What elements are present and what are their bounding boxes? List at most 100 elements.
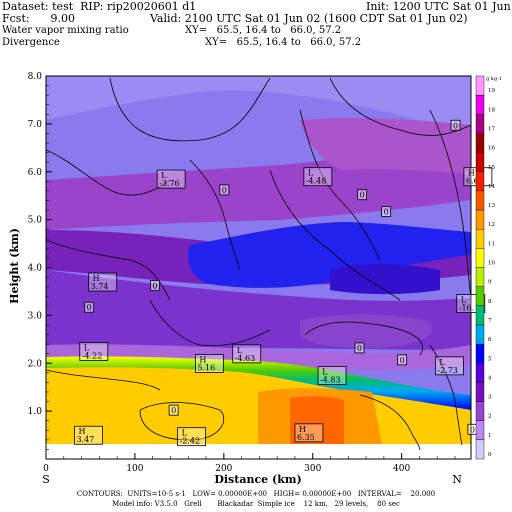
colorbar-level: 6	[488, 337, 492, 343]
extremum-kind: H	[78, 427, 85, 436]
extremum-label: H3.47	[74, 425, 103, 445]
colorbar-swatch	[475, 133, 485, 153]
init-label: Init: 1200 UTC Sat 01 Jun 02	[366, 0, 512, 13]
moisture-field	[46, 76, 471, 459]
extremum-value: -16.	[459, 304, 474, 313]
field1-label: Water vapor mixing ratio	[2, 25, 129, 36]
extremum-kind: L	[182, 429, 188, 438]
divergence-contours	[46, 77, 471, 451]
colorbar-swatch	[475, 190, 485, 211]
zero-label: 0	[150, 280, 160, 292]
colorbar-swatch	[475, 171, 485, 192]
extremum-box	[435, 356, 464, 376]
x-tick-label: 0	[43, 464, 49, 474]
colorbar-swatch	[475, 343, 485, 364]
extremum-box	[232, 344, 262, 364]
extremum-kind: L	[461, 296, 467, 305]
valid-label: Valid: 2100 UTC Sat 01 Jun 02 (1600 CDT …	[150, 12, 468, 25]
extremum-box	[156, 169, 186, 189]
zero-label: 0	[450, 119, 461, 131]
colorbar-level: 2	[488, 414, 492, 420]
extremum-label: L-4.22	[79, 342, 109, 361]
x-tick-label: 300	[304, 464, 321, 474]
y-tick-label: 6.0	[28, 168, 43, 178]
extremum-value: -4.63	[235, 354, 256, 363]
extrema-labels: L-3.76L-4.48H6.6H3.74L-16.L-4.22L-4.63H5…	[74, 167, 493, 447]
colorbar-level: 14	[488, 184, 495, 190]
colorbar-level: 5	[488, 356, 492, 362]
colorbar-level: 13	[488, 203, 495, 209]
x-tick-label: 400	[393, 464, 410, 474]
south-end-label: S	[42, 473, 50, 486]
colorbar-level: 11	[488, 241, 495, 247]
zero-label-box	[397, 354, 408, 366]
extremum-value: 5.16	[197, 363, 215, 372]
colorbar-level: 16	[488, 146, 495, 152]
fcst-label: Fcst: 9.00	[2, 12, 76, 25]
zero-label-box	[150, 280, 160, 292]
extremum-value: 3.74	[91, 282, 109, 291]
y-tick-label: 2.0	[28, 359, 43, 369]
colorbar-swatch	[475, 228, 485, 249]
colorbar-swatch	[475, 382, 485, 402]
colorbar-level: 4	[488, 375, 492, 381]
extremum-label: H5.16	[194, 354, 224, 373]
zero-label-text: 0	[453, 121, 458, 130]
colorbar-level: 9	[488, 280, 492, 286]
xy1-label: XY= 65.5, 16.4 to 66.0, 57.2	[185, 25, 342, 36]
colorbar-swatch	[475, 439, 485, 460]
x-tick-label: 100	[126, 464, 143, 474]
colorbar-swatch	[475, 209, 485, 230]
extremum-label: L-2.73	[435, 356, 464, 376]
colorbar-swatch	[475, 114, 485, 134]
colorbar-swatch	[475, 152, 485, 172]
zero-label-text: 0	[360, 191, 365, 200]
colorbar-swatch	[475, 401, 485, 421]
zero-contour-labels: 0 0 0 0 0 0 0 0 0 0	[84, 119, 478, 435]
extremum-label: L-4.63	[232, 344, 262, 364]
extremum-kind: L	[84, 343, 90, 352]
extremum-box	[194, 354, 224, 373]
extremum-value: -3.76	[159, 179, 180, 188]
colorbar-swatch	[475, 420, 485, 441]
zero-label-box	[84, 301, 95, 313]
zero-label-box	[381, 206, 392, 217]
extremum-box	[79, 342, 109, 361]
zero-label: 0	[219, 184, 230, 196]
colorbar-swatch	[475, 363, 485, 383]
extremum-kind: L	[237, 346, 243, 355]
colorbar-level: 19	[488, 88, 495, 94]
extremum-kind: L	[439, 358, 445, 367]
extremum-label: H3.74	[88, 272, 118, 292]
colorbar-level: 7	[488, 318, 492, 324]
extremum-kind: H	[468, 169, 475, 178]
colorbar-level: 18	[488, 107, 495, 113]
zero-label: 0	[357, 189, 368, 201]
colorbar-swatch	[475, 324, 485, 345]
zero-label-text: 0	[400, 356, 405, 365]
zero-label-text: 0	[357, 344, 362, 353]
field2-label: Divergence	[2, 37, 60, 48]
zero-label: 0	[397, 354, 408, 366]
y-tick-label: 4.0	[28, 264, 43, 274]
north-end-label: N	[452, 473, 462, 486]
colorbar-level: 10	[488, 261, 495, 267]
extremum-label: H6.35	[294, 423, 324, 443]
colorbar-level: 12	[488, 222, 495, 228]
colorbar-swatch	[475, 94, 485, 115]
zero-label-box	[168, 404, 179, 416]
zero-label: 0	[381, 206, 392, 217]
colorbar-level: 8	[488, 299, 492, 305]
extremum-value: 6.6	[466, 177, 479, 186]
extremum-box	[88, 272, 118, 292]
colorbar-unit: g kg-1	[486, 76, 502, 82]
extremum-label: L-4.48	[303, 167, 333, 187]
footer-model-info: Model info: V3.5.0 Grell Blackadar Simpl…	[112, 500, 400, 508]
y-tick-label: 5.0	[28, 216, 43, 226]
extremum-kind: L	[322, 367, 328, 376]
y-tick-label: 3.0	[28, 311, 43, 321]
extremum-value: -4.83	[320, 375, 341, 384]
extremum-box	[294, 423, 324, 443]
colorbar-swatch	[475, 286, 485, 306]
